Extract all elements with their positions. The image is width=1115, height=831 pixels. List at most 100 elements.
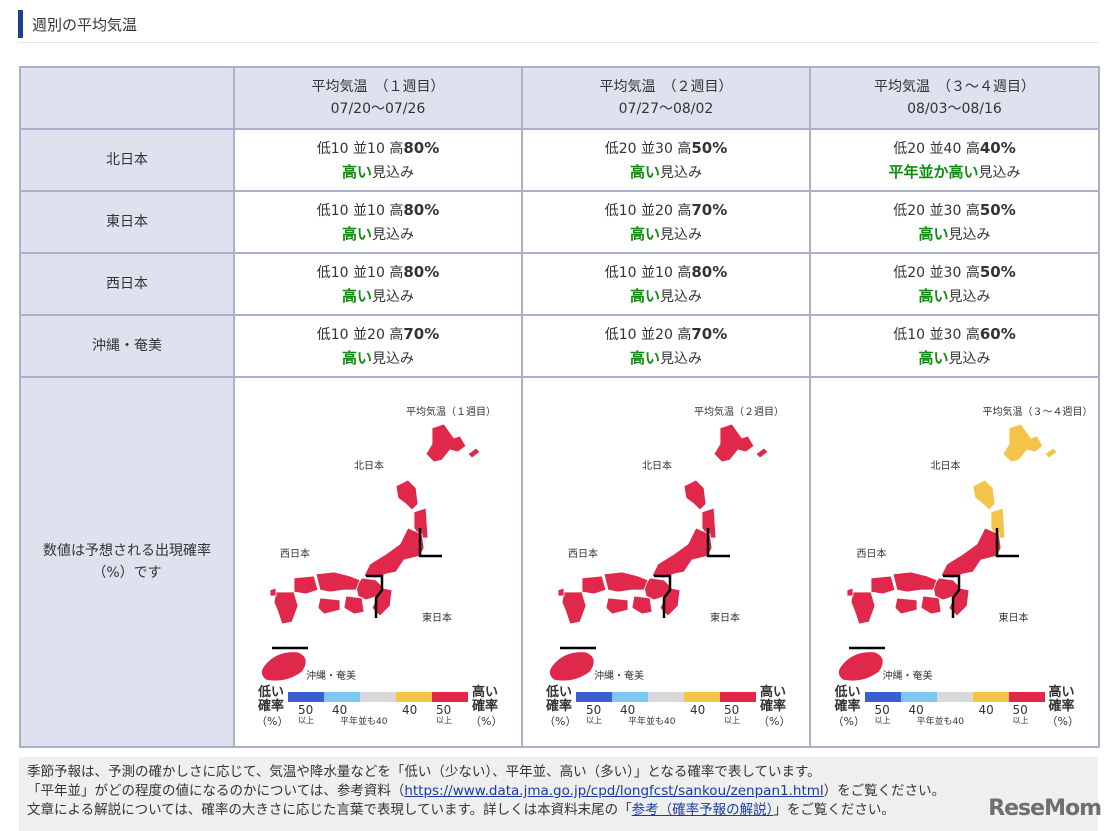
high-label: 高: [389, 202, 404, 219]
corner-cell: [19, 66, 235, 130]
legend-swatch: [1008, 692, 1045, 702]
legend-swatch: [288, 692, 324, 702]
forecast-cell: 低10 並10 高80% 高い見込み: [233, 252, 523, 316]
map-title: 平均気温（２週目）: [694, 407, 784, 418]
legend-tick: 50: [874, 703, 890, 717]
region-label: 西日本: [19, 252, 235, 316]
legend-swatch: [612, 692, 648, 702]
outlook-suffix: 見込み: [372, 351, 414, 367]
japan-map-graphic: [837, 423, 1058, 702]
outlook-text: 高い: [918, 349, 949, 367]
map-label-west: 西日本: [856, 549, 887, 560]
legend-tick: 40: [908, 703, 924, 717]
legend-high-title: 高い: [1048, 685, 1075, 700]
normal-value: 20: [655, 326, 673, 343]
forecast-cell: 低10 並10 高80% 高い見込み: [521, 252, 811, 316]
explanation-link[interactable]: 参考（確率予報の解説）: [631, 802, 774, 818]
map-label-east: 東日本: [422, 613, 452, 624]
map-title: 平均気温（１週目）: [406, 407, 496, 418]
outlook-suffix: 見込み: [948, 227, 991, 243]
map-label-okinawa: 沖縄・奄美: [594, 671, 644, 682]
low-value: 10: [618, 264, 637, 281]
legend-high-title: 確率: [1048, 699, 1075, 714]
high-label: 高: [677, 326, 692, 343]
region-shape: [395, 479, 419, 511]
region-shape: [990, 507, 1005, 539]
normal-value: 40: [943, 140, 962, 157]
region-shape: [1001, 423, 1044, 463]
region-shape: [557, 587, 565, 597]
low-label: 低: [316, 202, 331, 219]
legend-high-title: 確率: [760, 699, 787, 714]
region-west: [846, 571, 941, 625]
map-label-okinawa: 沖縄・奄美: [306, 671, 356, 682]
low-label: 低: [604, 140, 619, 157]
normal-label: 並: [641, 140, 656, 157]
column-title: 平均気温 （１週目）: [311, 78, 445, 95]
outlook-suffix: 見込み: [660, 227, 702, 243]
normal-label: 並: [353, 264, 368, 281]
column-title: 平均気温 （２週目）: [599, 78, 733, 95]
forecast-cell: 低10 並30 高60% 高い見込み: [809, 314, 1100, 378]
map-label-north: 北日本: [642, 461, 672, 472]
column-header: 平均気温 （２週目） 07/27〜08/02: [521, 66, 811, 130]
low-value: 10: [618, 202, 637, 219]
legend-swatch: [864, 692, 901, 702]
japan-map-graphic: [549, 423, 769, 702]
outlook-text: 高い: [341, 163, 372, 181]
low-value: 20: [907, 202, 926, 219]
legend-tick-note: 以上: [724, 716, 740, 725]
forecast-cell: 低20 並30 高50% 高い見込み: [809, 190, 1100, 254]
watermark-logo: ReseMom: [988, 796, 1102, 821]
region-east: [355, 527, 425, 617]
region-shape: [581, 575, 607, 595]
low-label: 低: [893, 202, 908, 219]
normal-label: 並: [929, 140, 944, 157]
low-value: 20: [907, 264, 926, 281]
legend-tick: 50: [1012, 703, 1028, 717]
outlook-suffix: 見込み: [948, 351, 991, 367]
low-label: 低: [604, 202, 619, 219]
note-line-1: 季節予報は、予測の確かしさに応じて、気温や降水量などを「低い（少ない）、平年並、…: [27, 764, 821, 780]
legend-high-unit: （%）: [470, 715, 503, 728]
region-label: 北日本: [19, 128, 235, 192]
legend-tick: 50: [436, 703, 452, 717]
outlook-suffix: 見込み: [660, 289, 702, 305]
normal-value: 10: [367, 264, 385, 281]
high-label: 高: [965, 264, 980, 281]
column-header: 平均気温 （３〜４週目） 08/03〜08/16: [809, 66, 1100, 130]
high-label: 高: [965, 140, 980, 157]
outlook-suffix: 見込み: [372, 165, 414, 181]
forecast-cell: 低10 並20 高70% 高い見込み: [233, 314, 523, 378]
legend-low-title: 低い: [258, 685, 285, 700]
legend-normal-note: 平年並も40: [916, 717, 964, 727]
region-shape: [1043, 447, 1058, 459]
legend-low-title: 確率: [834, 699, 861, 714]
normal-label: 並: [929, 326, 944, 343]
column-period: 08/03〜08/16: [907, 101, 1002, 117]
low-label: 低: [316, 326, 331, 343]
high-value: 80%: [691, 262, 728, 281]
forecast-cell: 低10 並20 高70% 高い見込み: [521, 314, 811, 378]
region-north: [683, 423, 769, 539]
legend-tick-note: 以上: [586, 716, 602, 725]
low-label: 低: [316, 264, 331, 281]
high-value: 50%: [691, 138, 728, 157]
outlook-text: 平年並か高い: [888, 163, 979, 181]
outlook-suffix: 見込み: [660, 165, 702, 181]
low-label: 低: [604, 264, 619, 281]
table-header-row: 平均気温 （１週目） 07/20〜07/26 平均気温 （２週目） 07/27〜08…: [19, 66, 1100, 130]
section-header: 週別の平均気温: [18, 6, 1098, 43]
note-line-3: 文章による解説については、確率の大きさに応じた言葉で表現しています。詳しくは本資…: [27, 801, 1098, 820]
reference-link[interactable]: https://www.data.jma.go.jp/cpd/longfcst/…: [404, 783, 824, 799]
legend-normal-note: 平年並も40: [628, 717, 676, 727]
japan-map-graphic: [261, 423, 481, 702]
region-okinawa: [837, 651, 884, 682]
note-text: 」をご覧ください。: [773, 802, 895, 818]
high-value: 40%: [979, 138, 1016, 157]
forecast-cell: 低10 並20 高70% 高い見込み: [521, 190, 811, 254]
map-cell: 平均気温（１週目） 北日本 西日本 東日本 沖縄・奄美 低い 確率 （%） 高い 確率 （%） 50 以…: [233, 376, 523, 748]
section-accent-bar: [18, 10, 23, 38]
region-border: [942, 574, 960, 618]
legend-swatch: [324, 692, 360, 702]
